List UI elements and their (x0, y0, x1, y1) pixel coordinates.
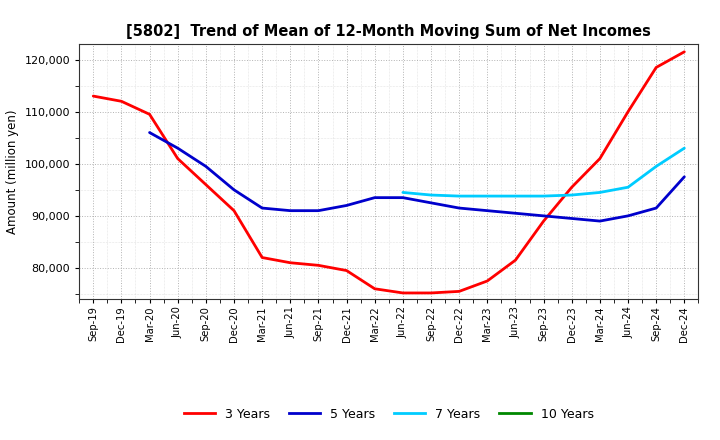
7 Years (539, 194, 548, 199)
5 Years (342, 203, 351, 208)
5 Years (455, 205, 464, 211)
3 Years (286, 260, 294, 265)
3 Years (455, 289, 464, 294)
7 Years (624, 185, 632, 190)
5 Years (539, 213, 548, 219)
5 Years (680, 174, 688, 180)
5 Years (258, 205, 266, 211)
3 Years (652, 65, 660, 70)
Y-axis label: Amount (million yen): Amount (million yen) (6, 110, 19, 234)
3 Years (567, 185, 576, 190)
7 Years (567, 192, 576, 198)
7 Years (399, 190, 408, 195)
7 Years (652, 164, 660, 169)
3 Years (680, 49, 688, 55)
5 Years (567, 216, 576, 221)
Line: 3 Years: 3 Years (94, 52, 684, 293)
3 Years (624, 109, 632, 114)
5 Years (427, 200, 436, 205)
5 Years (314, 208, 323, 213)
3 Years (511, 257, 520, 263)
7 Years (483, 194, 492, 199)
5 Years (174, 146, 182, 151)
Legend: 3 Years, 5 Years, 7 Years, 10 Years: 3 Years, 5 Years, 7 Years, 10 Years (179, 403, 598, 425)
3 Years (483, 279, 492, 284)
5 Years (370, 195, 379, 200)
3 Years (370, 286, 379, 291)
7 Years (595, 190, 604, 195)
7 Years (427, 192, 436, 198)
3 Years (399, 290, 408, 296)
5 Years (624, 213, 632, 219)
3 Years (314, 263, 323, 268)
3 Years (202, 182, 210, 187)
3 Years (539, 218, 548, 224)
3 Years (427, 290, 436, 296)
5 Years (511, 211, 520, 216)
Line: 5 Years: 5 Years (150, 132, 684, 221)
3 Years (174, 156, 182, 161)
7 Years (680, 146, 688, 151)
3 Years (145, 112, 154, 117)
7 Years (511, 194, 520, 199)
5 Years (230, 187, 238, 192)
3 Years (342, 268, 351, 273)
5 Years (399, 195, 408, 200)
5 Years (145, 130, 154, 135)
5 Years (595, 218, 604, 224)
3 Years (258, 255, 266, 260)
Title: [5802]  Trend of Mean of 12-Month Moving Sum of Net Incomes: [5802] Trend of Mean of 12-Month Moving … (127, 24, 651, 39)
Line: 7 Years: 7 Years (403, 148, 684, 196)
5 Years (652, 205, 660, 211)
3 Years (595, 156, 604, 161)
5 Years (286, 208, 294, 213)
3 Years (117, 99, 126, 104)
5 Years (483, 208, 492, 213)
3 Years (89, 93, 98, 99)
3 Years (230, 208, 238, 213)
7 Years (455, 194, 464, 199)
5 Years (202, 164, 210, 169)
